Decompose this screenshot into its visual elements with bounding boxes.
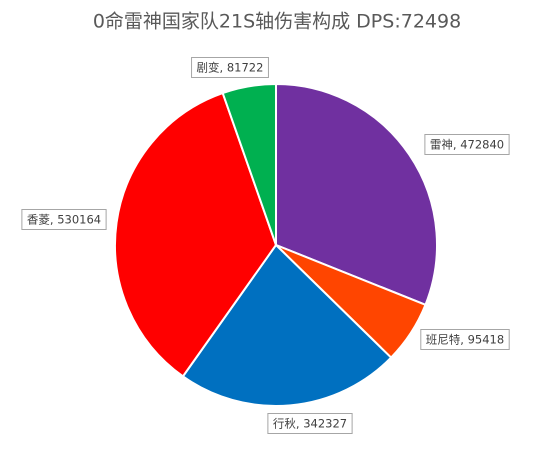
data-label-box bbox=[420, 329, 510, 350]
pie-slice bbox=[114, 91, 278, 378]
data-label: 雷神, 472840 bbox=[424, 134, 510, 155]
data-label-box bbox=[424, 134, 510, 155]
data-label-text: 剧变, 81722 bbox=[197, 61, 264, 75]
pie-slice bbox=[181, 243, 393, 407]
data-label-box bbox=[191, 57, 269, 78]
data-label: 剧变, 81722 bbox=[191, 57, 269, 78]
data-label-text: 班尼特, 95418 bbox=[426, 333, 504, 347]
data-label-text: 行秋, 342327 bbox=[273, 417, 347, 431]
chart-title: 0命雷神国家队21S轴伤害构成 DPS:72498 bbox=[93, 11, 461, 33]
data-label-text: 香菱, 530164 bbox=[27, 213, 101, 227]
pie-slice bbox=[221, 82, 277, 246]
pie-slice bbox=[275, 82, 438, 307]
data-label: 行秋, 342327 bbox=[267, 413, 353, 434]
data-label: 班尼特, 95418 bbox=[420, 329, 510, 350]
data-label: 香菱, 530164 bbox=[21, 209, 107, 230]
data-label-box bbox=[21, 209, 107, 230]
data-label-box bbox=[267, 413, 353, 434]
data-label-text: 雷神, 472840 bbox=[430, 138, 504, 152]
